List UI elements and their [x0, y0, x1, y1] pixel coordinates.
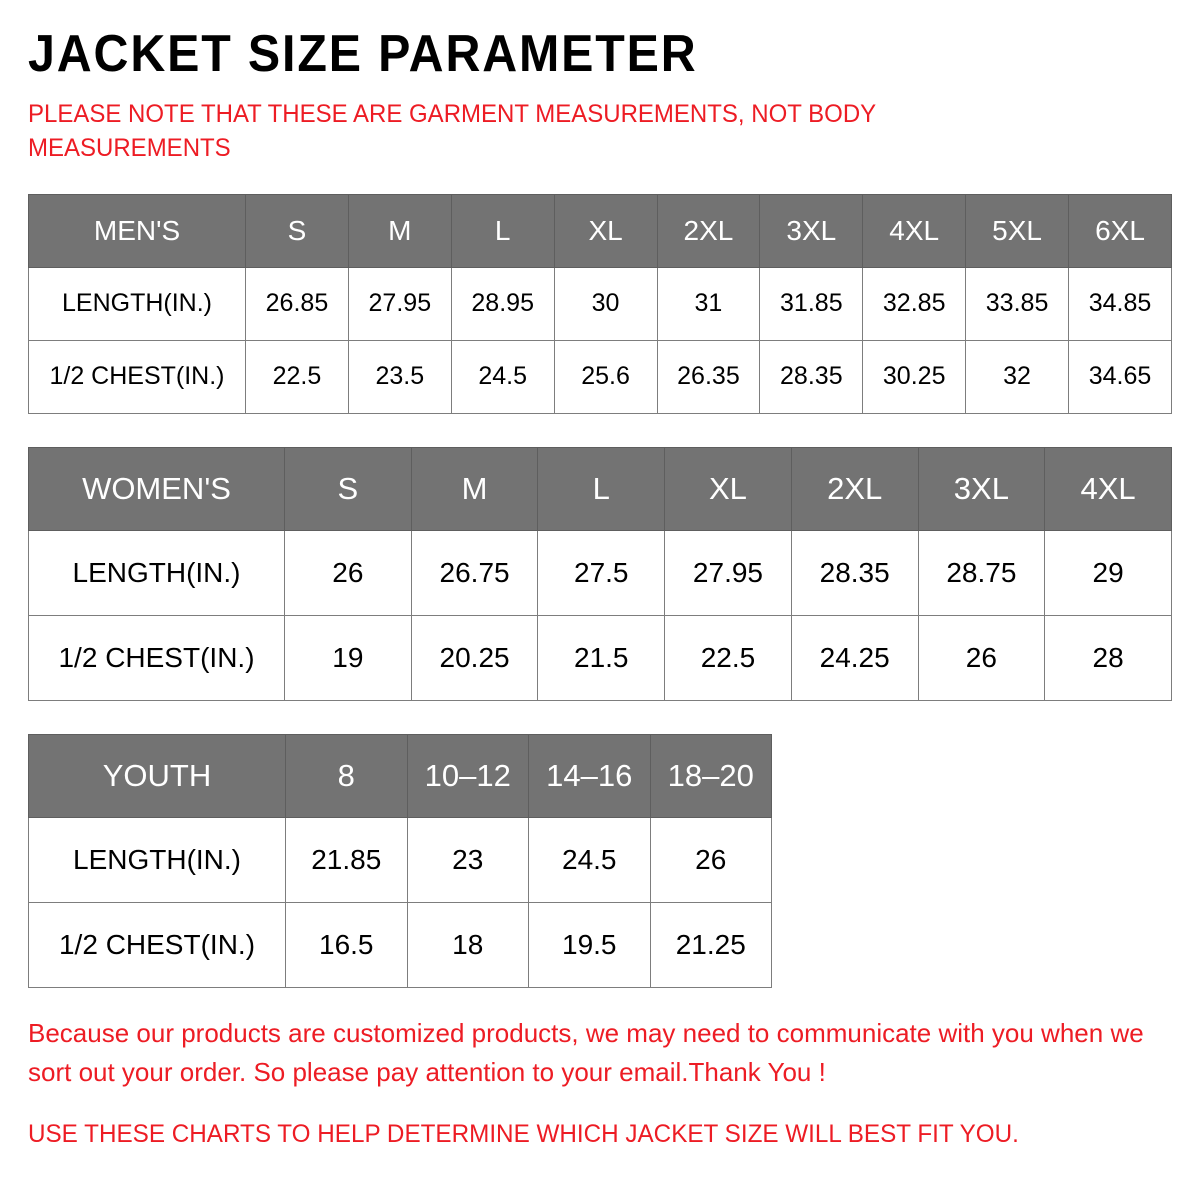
cell-value: 32.85 [862, 266, 967, 341]
table-row: 1/2 CHEST(IN.) 19 20.25 21.5 22.5 24.25 … [28, 614, 1172, 701]
womens-column-header: 3XL [917, 446, 1046, 531]
row-label: LENGTH(IN.) [28, 816, 286, 903]
cell-value: 29 [1044, 529, 1172, 616]
cell-value: 26 [917, 614, 1046, 701]
cell-value: 22.5 [664, 614, 792, 701]
mens-size-table: MEN'S S M L XL 2XL 3XL 4XL 5XL 6XL LENGT… [28, 193, 1172, 414]
cell-value: 26.35 [656, 339, 761, 414]
mens-column-header: 6XL [1068, 193, 1172, 268]
womens-column-header: L [537, 446, 666, 531]
cell-value: 19.5 [528, 901, 651, 988]
womens-table-body: LENGTH(IN.) 26 26.75 27.5 27.95 28.35 28… [28, 529, 1172, 701]
table-row: LENGTH(IN.) 26 26.75 27.5 27.95 28.35 28… [28, 529, 1172, 616]
womens-column-header: S [284, 446, 412, 531]
cell-value: 25.6 [553, 339, 658, 414]
table-row: 1/2 CHEST(IN.) 22.5 23.5 24.5 25.6 26.35… [28, 339, 1172, 414]
cell-value: 24.25 [790, 614, 919, 701]
cell-value: 24.5 [528, 816, 651, 903]
table-row: 1/2 CHEST(IN.) 16.5 18 19.5 21.25 [28, 901, 772, 988]
cell-value: 22.5 [245, 339, 349, 414]
cell-value: 27.5 [537, 529, 666, 616]
garment-measurement-note: PLEASE NOTE THAT THESE ARE GARMENT MEASU… [28, 100, 876, 162]
youth-table-head: YOUTH 8 10–12 14–16 18–20 [28, 733, 772, 818]
womens-column-header: 2XL [790, 446, 919, 531]
mens-table-body: LENGTH(IN.) 26.85 27.95 28.95 30 31 31.8… [28, 266, 1172, 414]
row-label: LENGTH(IN.) [28, 529, 285, 616]
womens-size-table: WOMEN'S S M L XL 2XL 3XL 4XL LENGTH(IN.)… [28, 446, 1172, 701]
cell-value: 32 [965, 339, 1069, 414]
youth-column-header: 8 [285, 733, 408, 818]
cell-value: 28.35 [790, 529, 919, 616]
cell-value: 28.75 [917, 529, 1046, 616]
cell-value: 26 [284, 529, 412, 616]
cell-value: 27.95 [664, 529, 792, 616]
womens-table-head: WOMEN'S S M L XL 2XL 3XL 4XL [28, 446, 1172, 531]
mens-column-header: 2XL [656, 193, 761, 268]
cell-value: 21.5 [537, 614, 666, 701]
cell-value: 28.35 [759, 339, 864, 414]
row-label: 1/2 CHEST(IN.) [28, 339, 246, 414]
youth-size-table: YOUTH 8 10–12 14–16 18–20 LENGTH(IN.) 21… [28, 733, 772, 988]
cell-value: 30 [553, 266, 658, 341]
page-title: JACKET SIZE PARAMETER [28, 25, 698, 83]
row-label: LENGTH(IN.) [28, 266, 246, 341]
cell-value: 20.25 [410, 614, 539, 701]
chart-usage-note: USE THESE CHARTS TO HELP DETERMINE WHICH… [28, 1119, 1019, 1148]
youth-column-header: 14–16 [528, 733, 651, 818]
cell-value: 26.75 [410, 529, 539, 616]
mens-column-header: 5XL [965, 193, 1069, 268]
cell-value: 30.25 [862, 339, 967, 414]
womens-corner-label: WOMEN'S [28, 446, 285, 531]
mens-column-header: 3XL [759, 193, 864, 268]
mens-column-header: L [450, 193, 555, 268]
womens-header-row: WOMEN'S S M L XL 2XL 3XL 4XL [28, 446, 1172, 531]
mens-header-row: MEN'S S M L XL 2XL 3XL 4XL 5XL 6XL [28, 193, 1172, 268]
youth-column-header: 10–12 [406, 733, 529, 818]
cell-value: 31.85 [759, 266, 864, 341]
cell-value: 24.5 [450, 339, 555, 414]
cell-value: 33.85 [965, 266, 1069, 341]
youth-header-row: YOUTH 8 10–12 14–16 18–20 [28, 733, 772, 818]
cell-value: 23 [406, 816, 529, 903]
mens-column-header: S [245, 193, 349, 268]
cell-value: 31 [656, 266, 761, 341]
cell-value: 19 [284, 614, 412, 701]
cell-value: 26 [649, 816, 772, 903]
cell-value: 28.95 [450, 266, 555, 341]
youth-column-header: 18–20 [649, 733, 772, 818]
cell-value: 21.85 [285, 816, 408, 903]
womens-column-header: XL [664, 446, 792, 531]
cell-value: 16.5 [285, 901, 408, 988]
row-label: 1/2 CHEST(IN.) [28, 614, 285, 701]
cell-value: 21.25 [649, 901, 772, 988]
table-row: LENGTH(IN.) 21.85 23 24.5 26 [28, 816, 772, 903]
youth-corner-label: YOUTH [28, 733, 286, 818]
womens-column-header: M [410, 446, 539, 531]
row-label: 1/2 CHEST(IN.) [28, 901, 286, 988]
youth-table-body: LENGTH(IN.) 21.85 23 24.5 26 1/2 CHEST(I… [28, 816, 772, 988]
cell-value: 26.85 [245, 266, 349, 341]
cell-value: 34.85 [1068, 266, 1172, 341]
table-row: LENGTH(IN.) 26.85 27.95 28.95 30 31 31.8… [28, 266, 1172, 341]
cell-value: 18 [406, 901, 529, 988]
mens-corner-label: MEN'S [28, 193, 246, 268]
cell-value: 23.5 [347, 339, 452, 414]
mens-column-header: 4XL [862, 193, 967, 268]
customization-notice: Because our products are customized prod… [28, 1017, 1144, 1087]
mens-column-header: XL [553, 193, 658, 268]
cell-value: 28 [1044, 614, 1172, 701]
mens-column-header: M [347, 193, 452, 268]
cell-value: 34.65 [1068, 339, 1172, 414]
cell-value: 27.95 [347, 266, 452, 341]
womens-column-header: 4XL [1044, 446, 1172, 531]
mens-table-head: MEN'S S M L XL 2XL 3XL 4XL 5XL 6XL [28, 193, 1172, 268]
